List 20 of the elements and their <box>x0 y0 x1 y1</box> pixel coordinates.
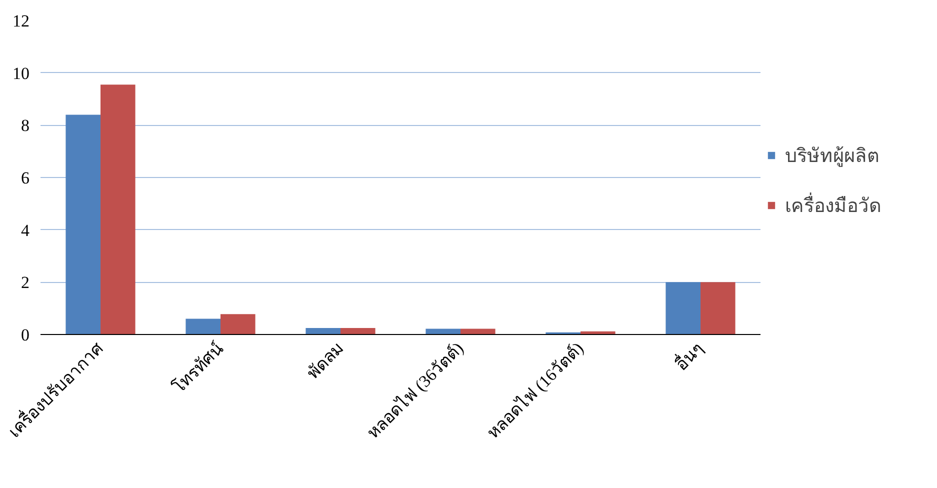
y-tick-label: 0 <box>21 326 30 344</box>
bar <box>66 114 100 334</box>
y-tick-label: 4 <box>21 220 30 240</box>
bar <box>340 328 376 334</box>
bar <box>100 84 136 334</box>
bar <box>186 318 220 334</box>
bar <box>460 328 496 334</box>
bar <box>306 328 340 334</box>
bar <box>220 314 256 334</box>
x-tick-label: อื่นๆ <box>670 336 708 374</box>
bar <box>426 328 460 334</box>
y-tick-label: 10 <box>12 64 30 83</box>
bar <box>666 282 700 334</box>
y-tick-label: 2 <box>21 273 30 292</box>
y-tick-label: 8 <box>21 116 30 136</box>
legend-label: บริษัทผู้ผลิต <box>785 145 879 169</box>
legend-label: เครื่องมือวัด <box>785 192 881 219</box>
y-tick-label: 6 <box>21 168 30 188</box>
y-tick-label: 12 <box>12 12 30 30</box>
bar <box>700 282 736 334</box>
